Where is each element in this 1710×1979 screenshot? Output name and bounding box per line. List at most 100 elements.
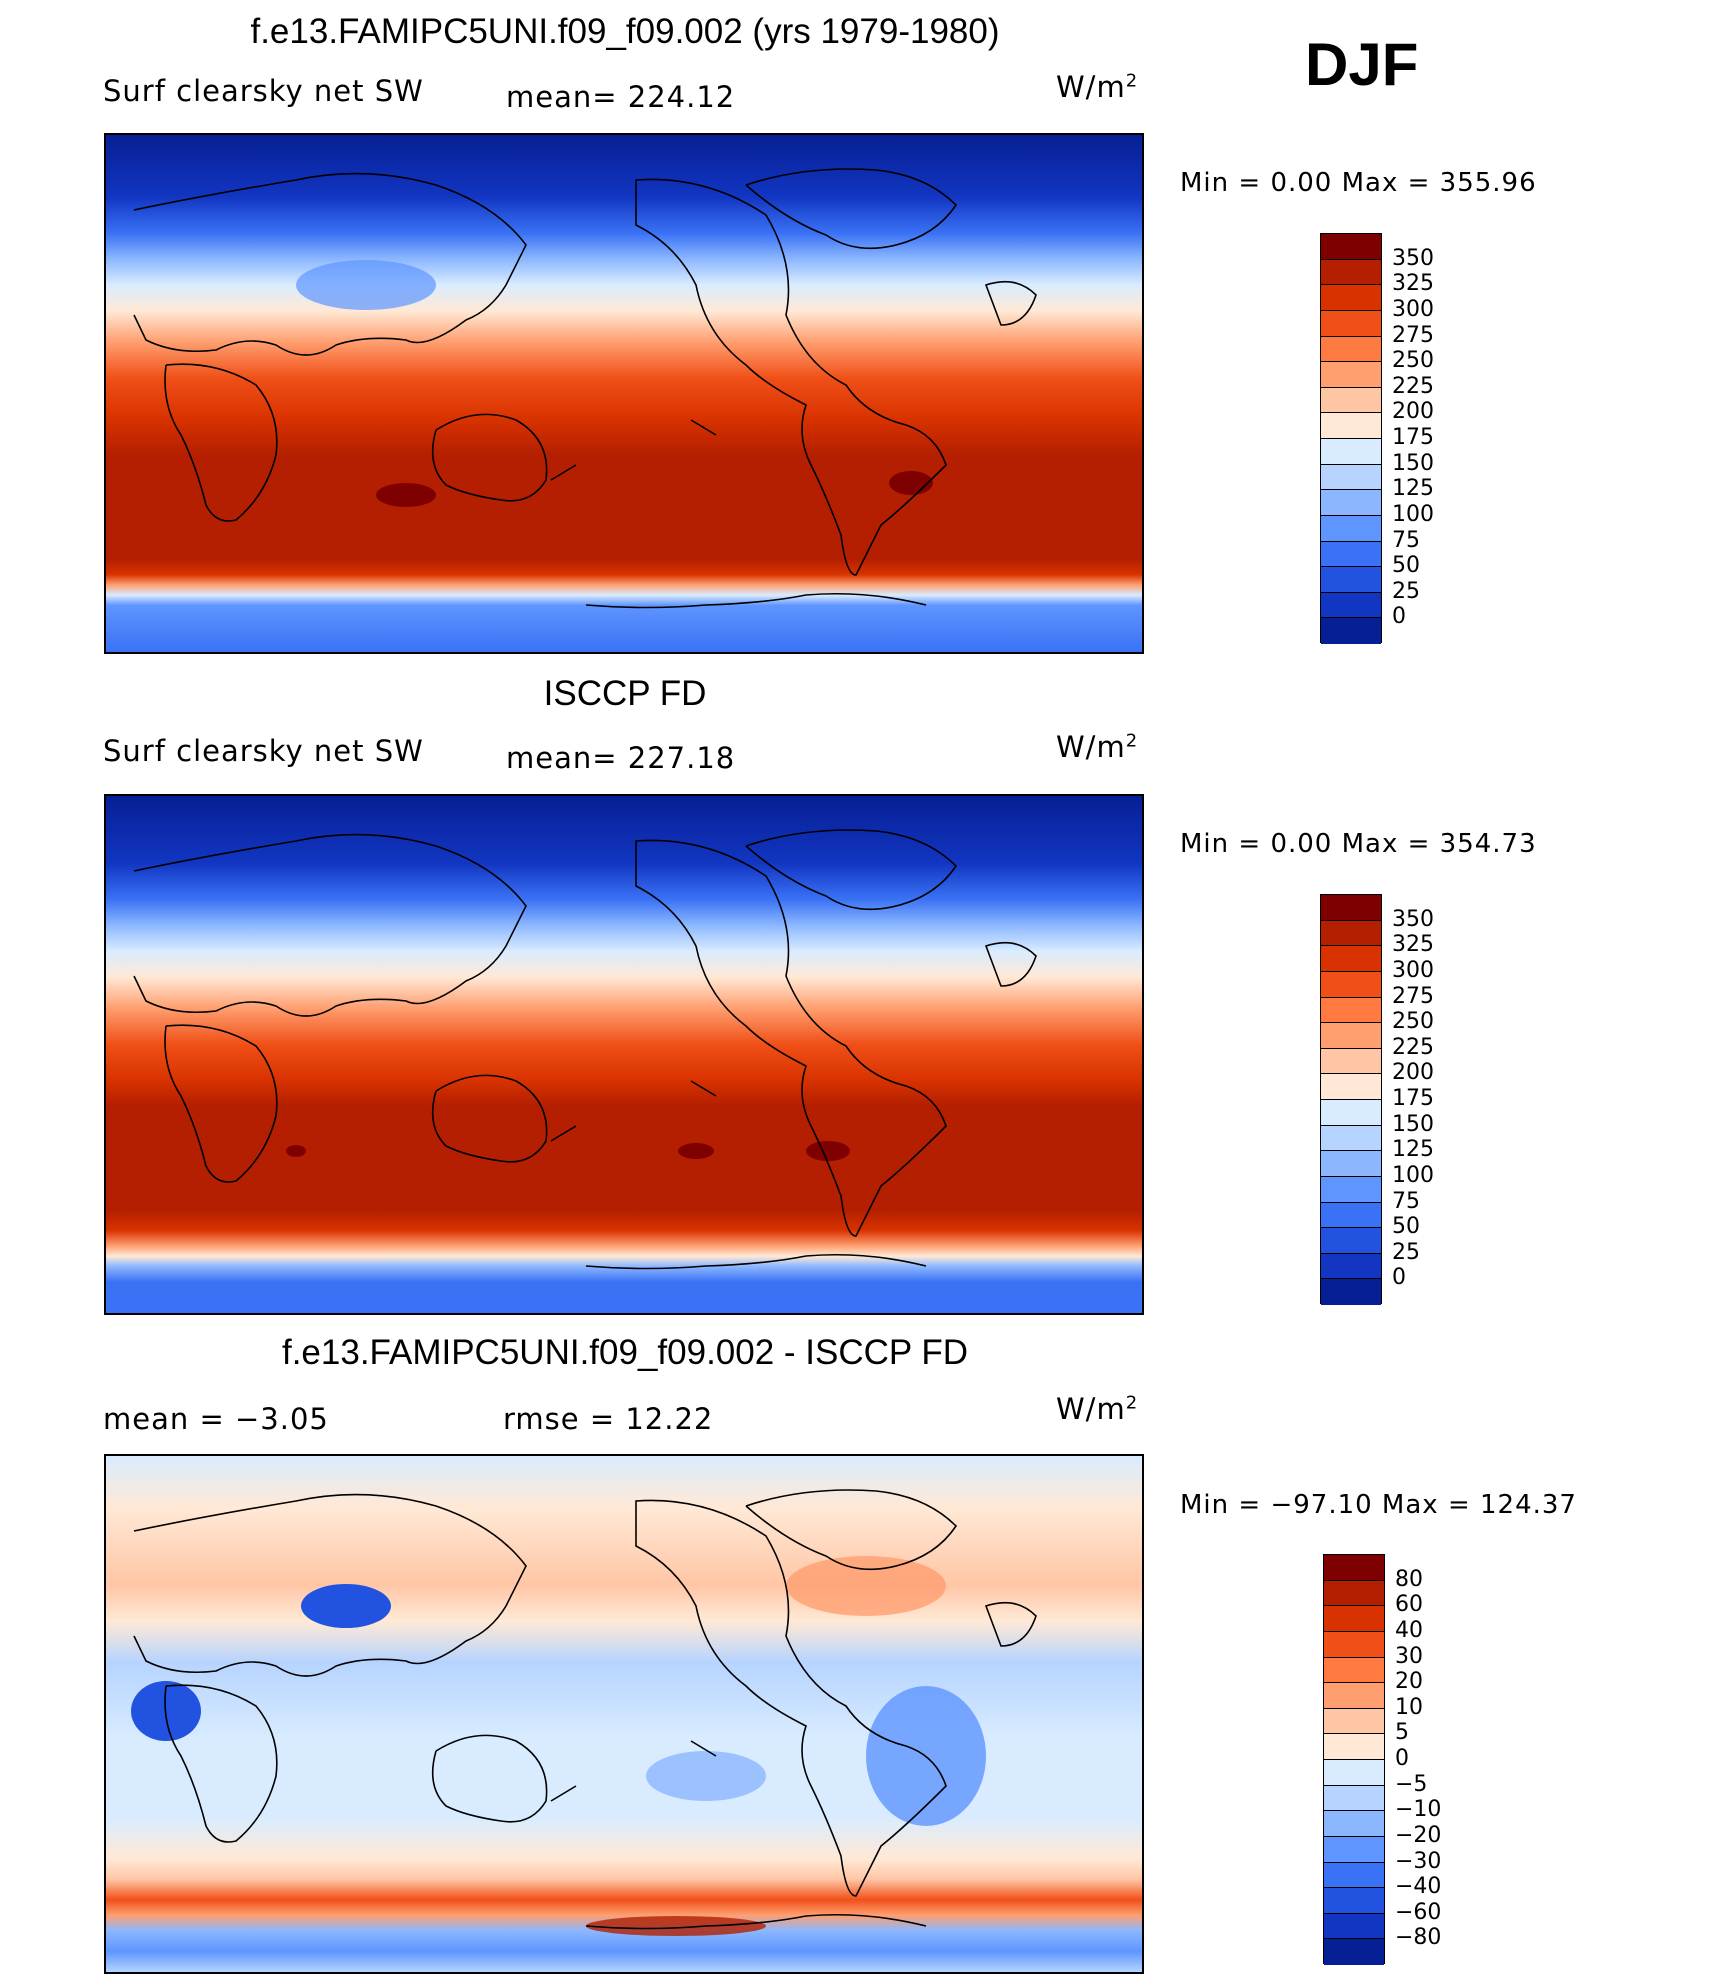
colorbar-swatch xyxy=(1324,1606,1384,1632)
colorbar-swatch xyxy=(1321,259,1381,286)
colorbar-tick-label: 20 xyxy=(1395,1669,1423,1695)
colorbar-tick-label: 5 xyxy=(1395,1720,1409,1746)
colorbar-swatch xyxy=(1321,285,1381,311)
colorbar-swatch xyxy=(1321,997,1381,1024)
panel1-minmax: Min = 0.00 Max = 355.96 xyxy=(1180,168,1537,198)
colorbar-swatch xyxy=(1321,1074,1381,1100)
colorbar-swatch xyxy=(1321,1048,1381,1075)
colorbar-swatch xyxy=(1321,920,1381,947)
colorbar-tick-label: 150 xyxy=(1392,1111,1434,1137)
colorbar-tick-label: −10 xyxy=(1395,1797,1442,1823)
colorbar-swatch xyxy=(1321,387,1381,414)
panel2-title: ISCCP FD xyxy=(543,674,707,713)
panel2-units: W/m2 xyxy=(1056,730,1139,764)
colorbar-swatch xyxy=(1324,1785,1384,1812)
colorbar-tick-label: 100 xyxy=(1392,1162,1434,1188)
colorbar-swatch xyxy=(1324,1555,1384,1581)
panel1-units: W/m2 xyxy=(1056,70,1139,104)
panel3-title: f.e13.FAMIPC5UNI.f09_f09.002 - ISCCP FD xyxy=(281,1333,969,1372)
colorbar-swatch xyxy=(1324,1708,1384,1735)
colorbar-swatch xyxy=(1321,1023,1381,1049)
colorbar-tick-label: 275 xyxy=(1392,983,1434,1009)
colorbar-tick-label: 350 xyxy=(1392,906,1434,932)
panel1-title: f.e13.FAMIPC5UNI.f09_f09.002 (yrs 1979-1… xyxy=(250,12,1000,51)
colorbar-tick-label: −60 xyxy=(1395,1899,1442,1925)
colorbar-tick-label: 350 xyxy=(1392,245,1434,271)
colorbar-swatch xyxy=(1324,1734,1384,1760)
colorbar-tick-label: 325 xyxy=(1392,932,1434,958)
colorbar-swatch xyxy=(1321,1202,1381,1229)
panel3-colorbar xyxy=(1323,1554,1385,1965)
colorbar-swatch xyxy=(1321,1228,1381,1254)
colorbar-tick-label: 10 xyxy=(1395,1694,1423,1720)
colorbar-swatch xyxy=(1324,1862,1384,1889)
colorbar-swatch xyxy=(1321,971,1381,998)
colorbar-swatch xyxy=(1321,234,1381,260)
colorbar-tick-label: 300 xyxy=(1392,957,1434,983)
colorbar-tick-label: 250 xyxy=(1392,348,1434,374)
panel2-map xyxy=(104,794,1144,1315)
colorbar-tick-label: −5 xyxy=(1395,1771,1428,1797)
colorbar-swatch xyxy=(1321,362,1381,388)
panel2-minmax: Min = 0.00 Max = 354.73 xyxy=(1180,829,1537,859)
colorbar-swatch xyxy=(1324,1811,1384,1837)
colorbar-tick-label: −80 xyxy=(1395,1925,1442,1951)
panel3-mean-label: mean = −3.05 xyxy=(103,1402,329,1436)
colorbar-tick-label: 50 xyxy=(1392,1214,1420,1240)
colorbar-tick-label: 225 xyxy=(1392,1034,1434,1060)
colorbar-swatch xyxy=(1321,310,1381,337)
colorbar-tick-label: 150 xyxy=(1392,450,1434,476)
panel1-map xyxy=(104,133,1144,654)
colorbar-tick-label: 275 xyxy=(1392,322,1434,348)
colorbar-tick-label: 0 xyxy=(1392,604,1406,630)
colorbar-tick-label: 100 xyxy=(1392,501,1434,527)
colorbar-swatch xyxy=(1324,1657,1384,1684)
colorbar-swatch xyxy=(1324,1683,1384,1709)
colorbar-tick-label: 60 xyxy=(1395,1592,1423,1618)
colorbar-swatch xyxy=(1321,1176,1381,1203)
colorbar-swatch xyxy=(1324,1631,1384,1658)
colorbar-tick-label: 30 xyxy=(1395,1643,1423,1669)
colorbar-tick-label: 175 xyxy=(1392,1086,1434,1111)
season-label: DJF xyxy=(1305,31,1419,98)
colorbar-tick-label: 50 xyxy=(1392,553,1420,579)
colorbar-swatch xyxy=(1321,1125,1381,1152)
colorbar-tick-label: 75 xyxy=(1392,1188,1420,1214)
colorbar-tick-label: −30 xyxy=(1395,1848,1442,1874)
panel2-variable-label: Surf clearsky net SW xyxy=(103,734,424,768)
colorbar-swatch xyxy=(1321,541,1381,568)
panel3-rmse-label: rmse = 12.22 xyxy=(503,1402,714,1436)
colorbar-tick-label: 40 xyxy=(1395,1617,1423,1643)
colorbar-tick-label: 0 xyxy=(1392,1265,1406,1291)
colorbar-swatch xyxy=(1321,336,1381,363)
panel2-colorbar xyxy=(1320,894,1382,1305)
colorbar-swatch xyxy=(1324,1836,1384,1863)
colorbar-swatch xyxy=(1321,567,1381,593)
colorbar-tick-label: 0 xyxy=(1395,1746,1409,1771)
colorbar-tick-label: 25 xyxy=(1392,578,1420,604)
colorbar-swatch xyxy=(1321,490,1381,516)
colorbar-swatch xyxy=(1321,895,1381,921)
colorbar-swatch xyxy=(1321,592,1381,619)
colorbar-swatch xyxy=(1321,515,1381,542)
colorbar-swatch xyxy=(1324,1939,1384,1965)
colorbar-swatch xyxy=(1321,413,1381,439)
colorbar-swatch xyxy=(1324,1913,1384,1940)
panel3-map xyxy=(104,1454,1144,1974)
colorbar-tick-label: 125 xyxy=(1392,476,1434,502)
colorbar-swatch xyxy=(1321,1100,1381,1126)
colorbar-tick-label: 75 xyxy=(1392,527,1420,553)
colorbar-swatch xyxy=(1321,1253,1381,1280)
colorbar-swatch xyxy=(1321,618,1381,644)
panel3-units: W/m2 xyxy=(1056,1392,1139,1426)
panel2-mean-label: mean= 227.18 xyxy=(506,741,736,775)
colorbar-tick-label: 80 xyxy=(1395,1566,1423,1592)
colorbar-tick-label: 200 xyxy=(1392,1060,1434,1086)
colorbar-tick-label: 225 xyxy=(1392,373,1434,399)
colorbar-swatch xyxy=(1324,1580,1384,1607)
colorbar-swatch xyxy=(1321,1279,1381,1305)
colorbar-tick-label: 25 xyxy=(1392,1239,1420,1265)
colorbar-swatch xyxy=(1324,1760,1384,1786)
colorbar-swatch xyxy=(1321,946,1381,972)
colorbar-swatch xyxy=(1324,1888,1384,1914)
